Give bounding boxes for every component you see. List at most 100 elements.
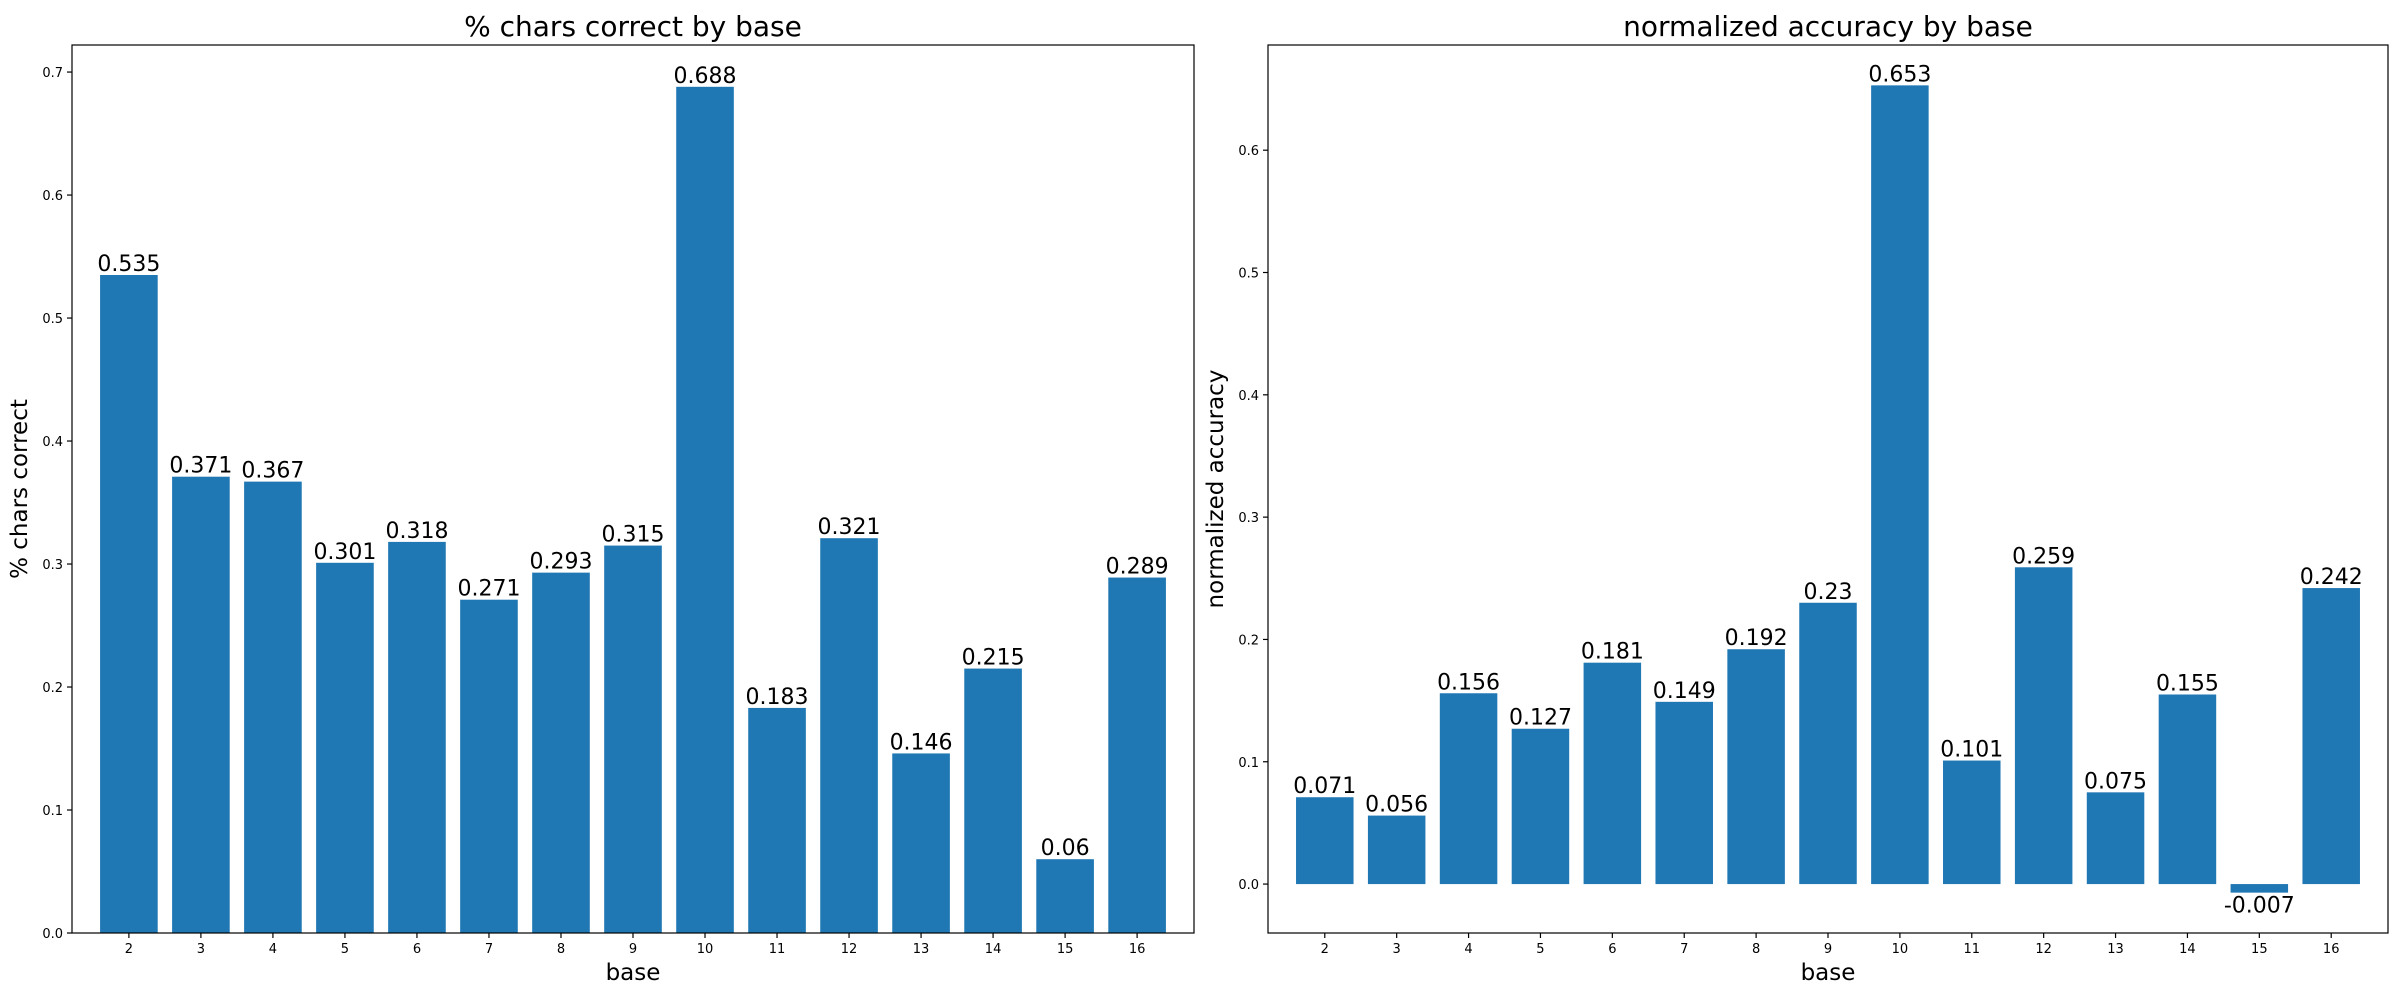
y-tick-label-1: 0.1 xyxy=(42,804,63,819)
y-tick-label-4: 0.4 xyxy=(1238,389,1259,404)
x-tick-label-4: 4 xyxy=(1464,942,1472,957)
x-tick-label-10: 10 xyxy=(1892,942,1909,957)
x-tick-label-15: 15 xyxy=(1057,942,1074,957)
bar-base-11 xyxy=(748,707,806,933)
bar-base-3 xyxy=(172,476,230,933)
data-label-base-11: 0.183 xyxy=(746,685,809,710)
data-label-base-3: 0.371 xyxy=(169,454,232,479)
x-tick-label-14: 14 xyxy=(985,942,1002,957)
data-label-base-9: 0.23 xyxy=(1804,580,1853,605)
x-tick-label-13: 13 xyxy=(913,942,930,957)
x-tick-label-8: 8 xyxy=(1752,942,1760,957)
x-tick-label-14: 14 xyxy=(2179,942,2196,957)
x-tick-label-2: 2 xyxy=(1321,942,1329,957)
bar-base-10 xyxy=(1871,85,1929,885)
bar-base-3 xyxy=(1367,815,1426,885)
data-label-base-8: 0.192 xyxy=(1725,626,1788,651)
bar-base-8 xyxy=(532,572,590,933)
chart-title: normalized accuracy by base xyxy=(1623,10,2033,43)
y-tick-label-2: 0.2 xyxy=(42,681,63,696)
bar-base-14 xyxy=(2158,694,2217,885)
bar-base-16 xyxy=(2302,588,2360,885)
x-tick-label-16: 16 xyxy=(1129,942,1146,957)
bar-base-11 xyxy=(1943,760,2001,885)
x-tick-label-3: 3 xyxy=(1393,942,1401,957)
data-label-base-2: 0.071 xyxy=(1293,774,1356,799)
bar-base-6 xyxy=(388,541,446,933)
x-tick-label-3: 3 xyxy=(197,942,205,957)
bar-base-13 xyxy=(2086,792,2145,885)
data-label-base-8: 0.293 xyxy=(529,550,592,575)
bar-base-6 xyxy=(1583,662,1642,885)
bar-base-13 xyxy=(892,753,950,933)
data-label-base-15: 0.06 xyxy=(1041,836,1090,861)
bar-base-2 xyxy=(100,274,158,933)
bar-base-9 xyxy=(1799,602,1857,885)
data-label-base-9: 0.315 xyxy=(602,523,665,548)
bar-base-15 xyxy=(2230,884,2289,893)
x-tick-label-10: 10 xyxy=(697,942,714,957)
bar-base-4 xyxy=(244,481,302,933)
x-tick-label-6: 6 xyxy=(413,942,421,957)
y-tick-label-4: 0.4 xyxy=(42,435,63,450)
y-axis-label: normalized accuracy xyxy=(1203,370,1229,609)
x-tick-label-6: 6 xyxy=(1608,942,1616,957)
data-label-base-12: 0.259 xyxy=(2012,544,2075,569)
data-label-base-10: 0.688 xyxy=(674,64,737,89)
bar-base-15 xyxy=(1036,859,1094,933)
data-label-base-6: 0.181 xyxy=(1581,640,1644,665)
bar-base-7 xyxy=(1655,701,1713,885)
y-tick-label-3: 0.3 xyxy=(42,558,63,573)
x-tick-label-9: 9 xyxy=(1824,942,1832,957)
bar-base-4 xyxy=(1439,693,1498,885)
x-tick-label-16: 16 xyxy=(2323,942,2340,957)
data-label-base-5: 0.127 xyxy=(1509,706,1572,731)
x-tick-label-4: 4 xyxy=(269,942,277,957)
y-tick-label-3: 0.3 xyxy=(1238,511,1259,526)
x-tick-label-11: 11 xyxy=(1964,942,1981,957)
data-label-base-4: 0.156 xyxy=(1437,670,1500,695)
bar-base-5 xyxy=(1511,728,1570,885)
y-tick-label-2: 0.2 xyxy=(1238,633,1259,648)
data-label-base-13: 0.146 xyxy=(890,730,953,755)
x-tick-label-13: 13 xyxy=(2107,942,2124,957)
x-tick-label-9: 9 xyxy=(629,942,637,957)
data-label-base-12: 0.321 xyxy=(818,515,881,540)
y-tick-label-0: 0.0 xyxy=(42,927,63,942)
y-tick-label-5: 0.5 xyxy=(42,312,63,327)
y-tick-label-0: 0.0 xyxy=(1238,878,1259,893)
data-label-base-15: -0.007 xyxy=(2224,894,2295,919)
data-label-base-16: 0.242 xyxy=(2300,565,2363,590)
bar-base-16 xyxy=(1108,577,1166,933)
data-label-base-2: 0.535 xyxy=(97,252,160,277)
x-tick-label-12: 12 xyxy=(841,942,858,957)
chart-normalized-accuracy: 0.0710.0560.1560.1270.1810.1490.1920.230… xyxy=(1203,10,2389,986)
bar-base-14 xyxy=(964,668,1022,933)
y-tick-label-6: 0.6 xyxy=(1238,144,1259,159)
bar-base-2 xyxy=(1296,797,1354,885)
y-tick-label-5: 0.5 xyxy=(1238,267,1259,282)
data-label-base-13: 0.075 xyxy=(2084,769,2147,794)
y-tick-label-1: 0.1 xyxy=(1238,756,1259,771)
bar-base-12 xyxy=(2014,567,2073,885)
x-tick-label-7: 7 xyxy=(485,942,493,957)
bar-base-12 xyxy=(820,538,878,933)
y-tick-label-6: 0.6 xyxy=(42,189,63,204)
x-tick-label-7: 7 xyxy=(1680,942,1688,957)
x-axis-label: base xyxy=(1801,960,1856,986)
x-tick-label-15: 15 xyxy=(2251,942,2268,957)
data-label-base-16: 0.289 xyxy=(1106,555,1169,580)
x-tick-label-12: 12 xyxy=(2035,942,2052,957)
data-label-base-6: 0.318 xyxy=(385,519,448,544)
data-label-base-5: 0.301 xyxy=(313,540,376,565)
x-axis-label: base xyxy=(606,960,661,986)
x-tick-label-11: 11 xyxy=(769,942,786,957)
y-axis-label: % chars correct xyxy=(7,399,33,579)
data-label-base-7: 0.271 xyxy=(457,577,520,602)
bar-base-7 xyxy=(460,599,518,933)
x-tick-label-5: 5 xyxy=(341,942,349,957)
data-label-base-14: 0.155 xyxy=(2156,671,2219,696)
chart-title: % chars correct by base xyxy=(464,10,802,43)
